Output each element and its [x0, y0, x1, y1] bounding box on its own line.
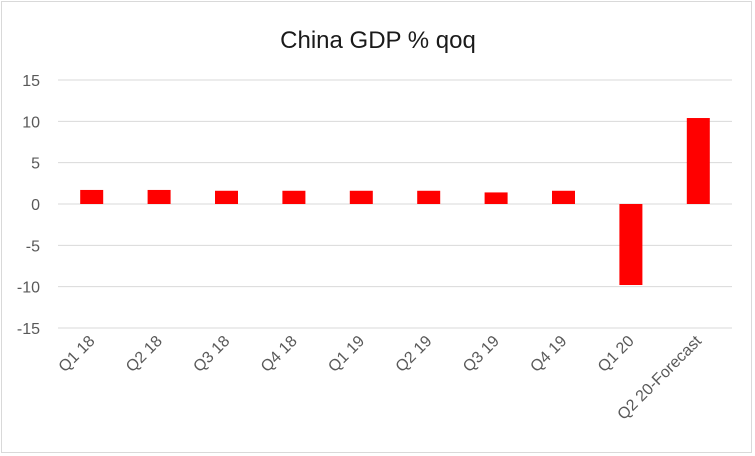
bar — [619, 204, 643, 286]
x-tick-label: Q4 19 — [527, 333, 570, 376]
bar — [686, 118, 710, 204]
bar — [552, 190, 575, 204]
x-tick-label: Q1 19 — [325, 333, 368, 376]
y-tick-label: -10 — [17, 280, 40, 297]
y-tick-label: 15 — [22, 73, 40, 90]
bars — [80, 118, 710, 286]
x-tick-label: Q3 18 — [190, 333, 233, 376]
gridlines — [58, 79, 732, 329]
x-tick-label: Q3 19 — [460, 333, 503, 376]
bar — [417, 190, 441, 204]
x-tick-label: Q1 18 — [56, 333, 99, 376]
y-tick-label: 10 — [22, 114, 40, 131]
x-tick-label: Q4 18 — [258, 333, 301, 376]
x-tick-label: Q2 18 — [123, 333, 166, 376]
y-tick-label: -15 — [17, 321, 40, 338]
y-tick-label: -5 — [26, 238, 40, 255]
y-axis-ticks: 15 10 5 0 -5 -10 -15 — [17, 73, 40, 338]
y-tick-label: 0 — [31, 197, 40, 214]
x-axis-ticks: Q1 18 Q2 18 Q3 18 Q4 18 Q1 19 Q2 19 Q3 19 Q4 19… — [56, 332, 706, 423]
x-tick-label: Q1 20 — [595, 333, 638, 376]
bar — [80, 189, 104, 204]
y-tick-label: 5 — [31, 156, 40, 173]
bar — [282, 190, 306, 204]
chart-title: China GDP % qoq — [280, 27, 476, 54]
bar — [215, 190, 238, 204]
bar — [484, 192, 508, 204]
bar — [349, 190, 373, 204]
x-tick-label: Q2 19 — [393, 333, 436, 376]
bar — [147, 189, 171, 204]
